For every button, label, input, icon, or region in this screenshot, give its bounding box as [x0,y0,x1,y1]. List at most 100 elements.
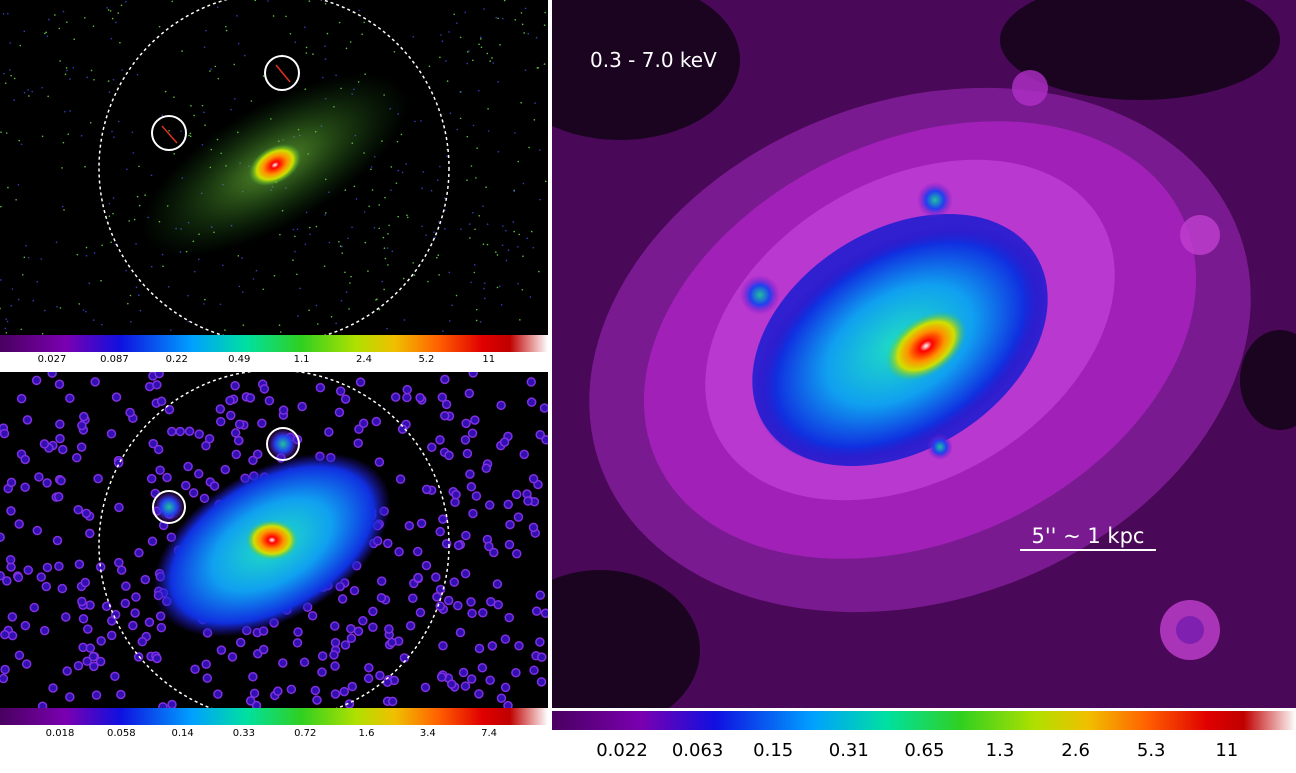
photon [21,659,32,669]
photon [415,607,426,618]
photon [76,253,79,256]
photon [82,309,85,311]
photon [0,205,2,208]
photon [23,256,26,259]
photon [7,12,9,15]
photon [491,57,493,59]
photon [6,320,9,323]
photon [238,285,241,288]
photon [480,38,482,40]
photon [54,561,64,572]
photon [80,577,91,588]
photon [337,594,348,604]
photon [254,0,257,2]
photon [292,228,295,231]
photon [237,255,240,257]
photon [88,282,91,284]
photon [390,166,393,168]
photon [460,568,471,579]
photon [464,388,475,399]
colorbar-tick-label: 2.6 [1061,740,1090,761]
photon [317,651,328,661]
photon [109,10,112,12]
photon [158,25,161,28]
photon [341,245,343,248]
photon [492,62,495,64]
photon [450,497,460,508]
photon [285,15,287,18]
photon [317,323,319,325]
photon [125,1,127,3]
photon [215,404,226,414]
photon [496,693,507,703]
photon [158,702,168,708]
photon [441,399,452,410]
photon [530,230,533,233]
photon [425,234,427,237]
photon [324,212,327,214]
photon [83,624,93,634]
photon [466,51,469,53]
photon [349,282,351,284]
photon [116,565,127,575]
photon [136,73,139,76]
colorbar-tick-label: 1.1 [294,354,310,365]
photon [346,623,356,634]
colorbar-tick-label: 0.22 [166,354,188,365]
photon [344,271,346,274]
colorbar-tick-label: 1.3 [986,740,1015,761]
photon [2,13,5,15]
photon [514,18,517,21]
photon [183,461,193,472]
photon [433,231,435,233]
photon [278,658,288,668]
photon [86,76,88,79]
photon [467,428,478,439]
photon [351,226,353,229]
photon [304,243,307,246]
photon [483,282,486,284]
photon [499,285,501,288]
photon [523,496,533,506]
photon [193,114,195,117]
photon [478,214,481,217]
photon [347,681,358,692]
photon [364,241,367,244]
photon [328,241,331,244]
photon [187,294,189,297]
photon [396,140,399,143]
photon [9,42,11,44]
photon [422,171,425,173]
photon [205,29,207,32]
photon [61,612,71,622]
photon [5,331,8,334]
photon [527,32,530,35]
photon [345,47,348,50]
photon [171,0,174,3]
photon [453,600,463,611]
photon [216,6,219,9]
photon [354,424,364,434]
photon [6,477,17,488]
photon [73,504,84,515]
photon [456,128,459,131]
photon [237,42,240,45]
photon [528,146,530,149]
photon [531,606,542,616]
photon [255,269,258,272]
photon [161,253,164,256]
colorbar-tick-label: 0.087 [100,354,129,365]
photon [543,63,546,65]
photon [461,418,471,429]
colorbar-tick-label: 0.063 [672,740,724,761]
photon [279,331,282,333]
photon [152,653,162,664]
photon [330,621,340,631]
photon [436,256,438,259]
photon [225,395,235,406]
photon [391,250,394,253]
photon [128,620,138,631]
photon [81,508,92,519]
photon [248,672,258,682]
photon [468,372,478,378]
